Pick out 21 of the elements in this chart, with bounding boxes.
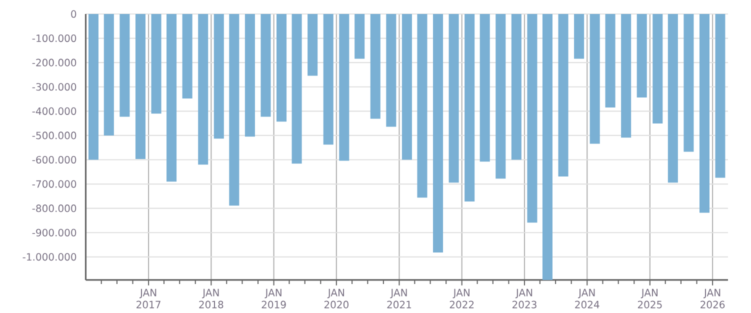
y-tick-label: -200.000 (32, 58, 76, 66)
y-tick-label: -700.000 (32, 180, 76, 188)
x-tick-label: JAN 2018 (199, 288, 224, 308)
y-tick-label: -600.000 (32, 156, 76, 164)
y-tick-label: -500.000 (32, 132, 76, 140)
x-tick-label: JAN 2020 (324, 288, 348, 308)
x-tick-label: JAN 2024 (575, 288, 600, 308)
x-tick-label: JAN 2026 (700, 288, 725, 308)
x-tick-label: JAN 2022 (450, 288, 474, 308)
y-tick-label: -300.000 (32, 83, 76, 91)
y-tick-label: -400.000 (32, 107, 76, 115)
x-tick-label: JAN 2019 (262, 288, 286, 308)
x-tick-label: JAN 2025 (638, 288, 662, 308)
y-tick-label: -1.000.000 (22, 253, 76, 261)
x-tick-label: JAN 2017 (136, 288, 160, 308)
y-tick-label: -100.000 (32, 34, 76, 42)
y-tick-label: -900.000 (32, 228, 76, 236)
x-tick-label: JAN 2023 (512, 288, 536, 308)
y-tick-label: -800.000 (32, 204, 76, 212)
x-tick-label: JAN 2021 (387, 288, 412, 308)
y-tick-label: 0 (71, 10, 76, 18)
